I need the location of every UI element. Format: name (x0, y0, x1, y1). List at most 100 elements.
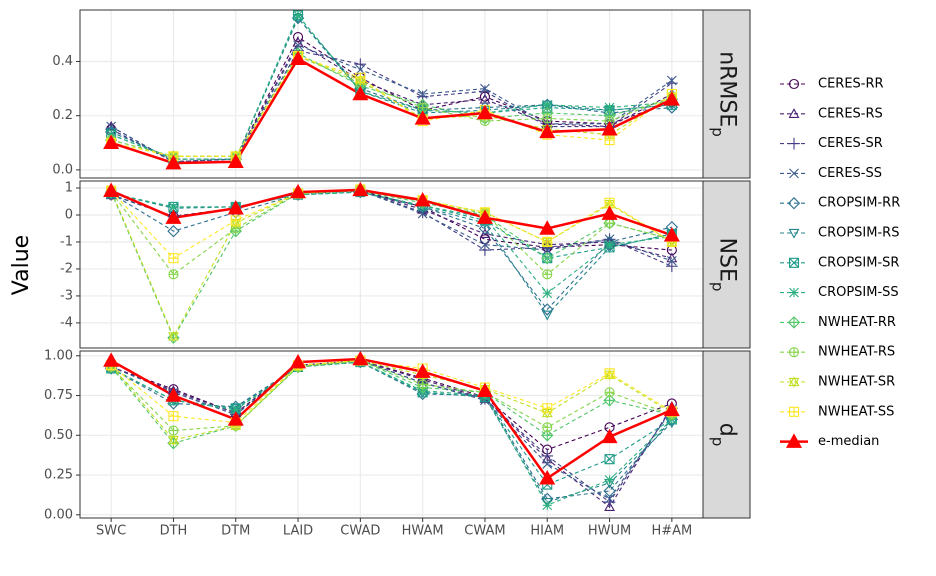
marker (788, 137, 800, 150)
y-tick-label: -4 (60, 315, 73, 330)
marker (293, 10, 303, 21)
marker (414, 191, 431, 207)
marker (604, 135, 615, 146)
marker (788, 257, 800, 268)
strip-label: dp (709, 423, 740, 447)
y-tick-label: -1 (60, 234, 73, 249)
marker (542, 444, 553, 455)
strip-label-main: NSE (715, 238, 740, 282)
x-tick-label: HWUM (588, 524, 631, 539)
marker (601, 121, 618, 136)
x-tick-label: HWAM (402, 524, 444, 539)
marker (290, 50, 307, 66)
marker (476, 104, 493, 120)
marker (227, 200, 244, 215)
marker (168, 425, 179, 436)
series-line (110, 361, 673, 506)
series-line (110, 359, 673, 432)
marker (665, 77, 678, 90)
legend-label: CERES-SS (818, 166, 882, 181)
series-line (110, 41, 673, 163)
marker (542, 245, 553, 255)
marker (479, 228, 491, 239)
marker (539, 123, 556, 139)
marker (666, 255, 677, 266)
marker (789, 168, 799, 179)
legend-label: NWHEAT-SR (818, 375, 895, 390)
marker (788, 376, 800, 388)
marker (542, 269, 553, 280)
marker (417, 89, 428, 99)
marker (103, 134, 120, 150)
marker (168, 434, 179, 446)
marker (168, 253, 179, 264)
marker (476, 382, 493, 398)
series-line (110, 191, 672, 311)
marker (167, 225, 180, 238)
strip-label-subscript: p (709, 282, 727, 292)
marker (539, 220, 556, 235)
series-line (110, 190, 673, 267)
x-tick-label: DTH (160, 524, 188, 539)
series-line (110, 361, 673, 500)
y-tick-label: -2 (60, 261, 73, 276)
marker (788, 347, 800, 358)
marker (604, 102, 615, 113)
marker (414, 110, 431, 125)
marker (785, 433, 803, 448)
marker (168, 269, 179, 280)
y-axis-label: Value (9, 235, 34, 295)
legend-label: CERES-SR (818, 136, 883, 151)
strip-label-subscript: p (709, 437, 727, 447)
x-tick-label: LAID (283, 524, 313, 539)
marker (355, 72, 366, 83)
series-line (110, 359, 673, 441)
marker (542, 288, 553, 299)
marker (539, 470, 556, 485)
marker (604, 454, 615, 465)
marker (352, 85, 369, 101)
marker (542, 500, 553, 511)
marker (417, 379, 428, 390)
series-line (110, 361, 673, 486)
marker (290, 183, 307, 199)
series-line (110, 190, 672, 339)
marker (604, 422, 615, 433)
marker (541, 310, 553, 321)
series-line (110, 188, 673, 259)
marker (601, 205, 618, 220)
series-line (111, 55, 673, 157)
series-line (111, 55, 673, 157)
x-tick-label: HIAM (530, 524, 564, 539)
legend-label: NWHEAT-SS (818, 404, 894, 419)
marker (227, 153, 244, 168)
legend-label: CROPSIM-RR (818, 196, 900, 211)
y-tick-label: 1 (65, 181, 73, 196)
legend-label: CROPSIM-SR (818, 255, 899, 270)
marker (541, 450, 554, 462)
y-tick-label: 0.00 (44, 507, 73, 522)
marker (666, 75, 677, 86)
legend-label: NWHEAT-RR (818, 315, 896, 330)
marker (230, 215, 241, 226)
marker (227, 411, 244, 426)
series-line (111, 191, 672, 294)
marker (663, 401, 680, 417)
marker (787, 316, 801, 329)
marker (789, 287, 799, 298)
series-line (110, 190, 672, 259)
marker (603, 484, 616, 498)
marker (604, 387, 615, 398)
marker (292, 32, 304, 43)
strip-label: nRMSEp (709, 51, 740, 137)
y-tick-label: -3 (60, 288, 73, 303)
marker (480, 239, 490, 250)
marker (541, 251, 554, 265)
marker (604, 239, 615, 250)
strip-label: NSEp (709, 238, 740, 292)
series-line (110, 14, 672, 160)
marker (604, 474, 615, 485)
marker (417, 208, 428, 219)
marker (601, 428, 618, 444)
